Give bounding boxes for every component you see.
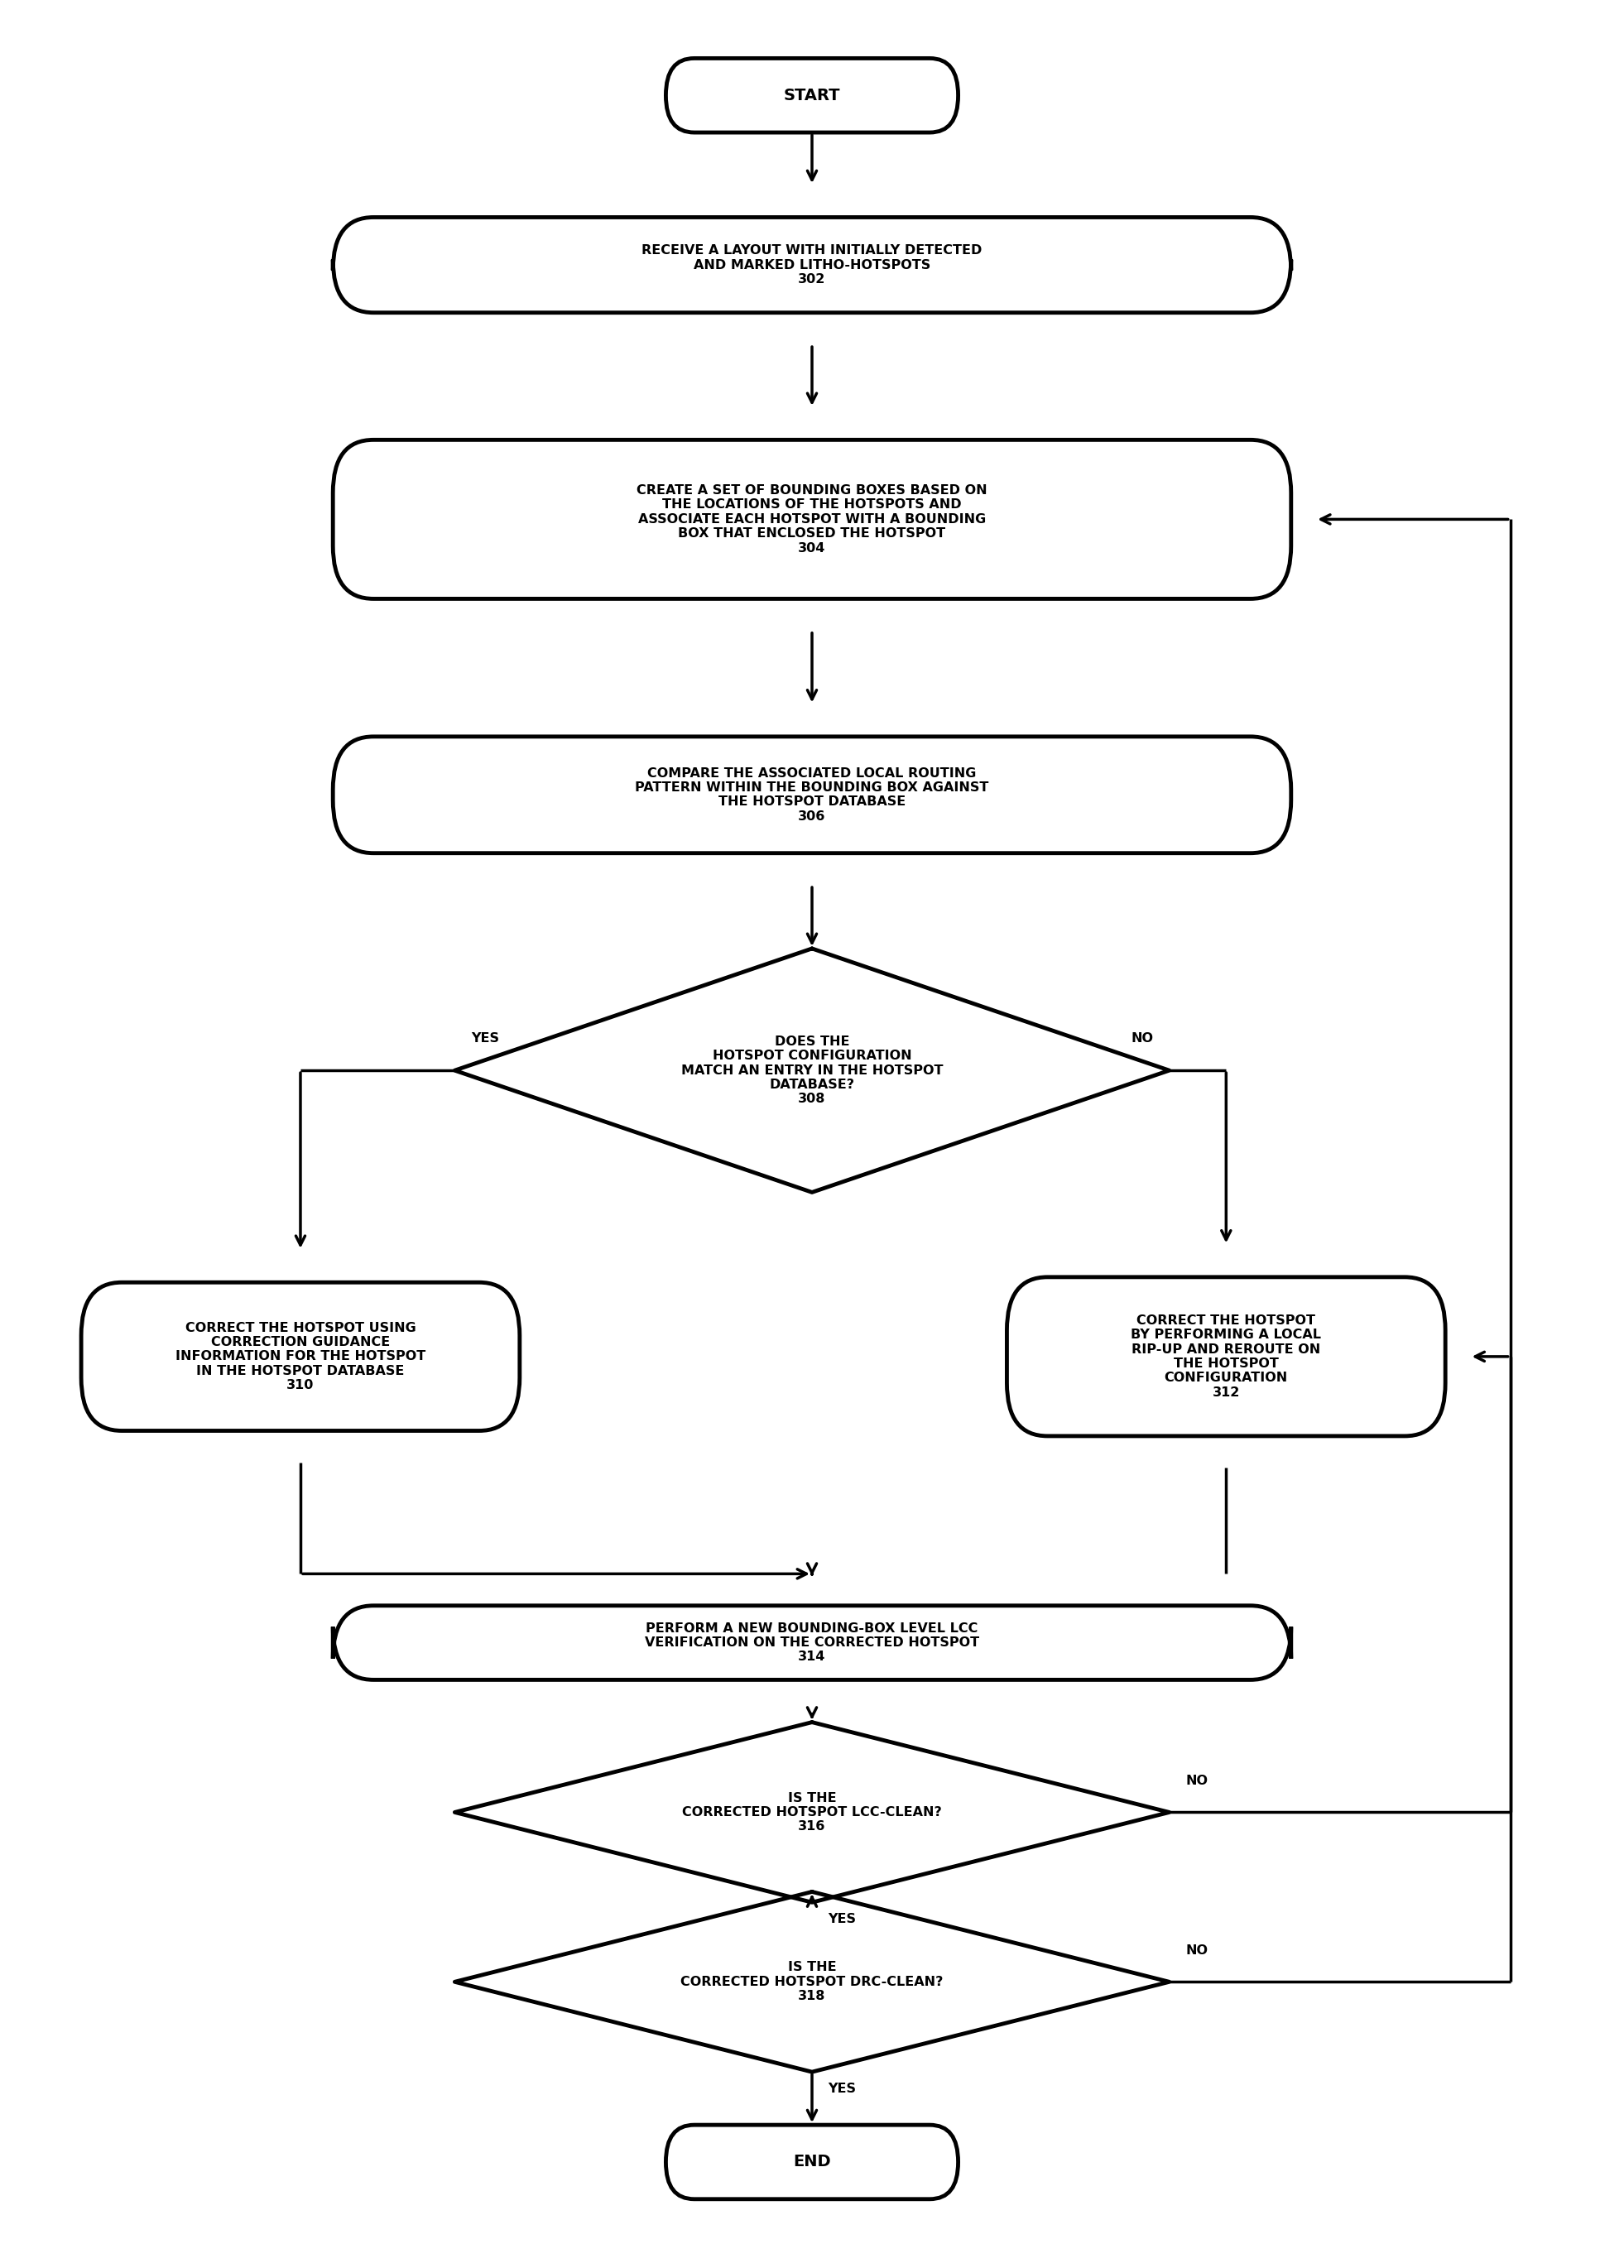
FancyBboxPatch shape <box>1007 1277 1445 1436</box>
FancyBboxPatch shape <box>333 218 1291 313</box>
Text: START: START <box>784 88 840 104</box>
Text: YES: YES <box>471 1032 499 1046</box>
Polygon shape <box>455 1892 1169 2073</box>
Polygon shape <box>455 948 1169 1193</box>
Polygon shape <box>455 1721 1169 1903</box>
Text: YES: YES <box>828 2082 856 2096</box>
FancyBboxPatch shape <box>333 737 1291 853</box>
FancyBboxPatch shape <box>666 2125 958 2200</box>
FancyBboxPatch shape <box>333 1606 1291 1681</box>
Text: NO: NO <box>1130 1032 1153 1046</box>
Text: PERFORM A NEW BOUNDING-BOX LEVEL LCC
VERIFICATION ON THE CORRECTED HOTSPOT
314: PERFORM A NEW BOUNDING-BOX LEVEL LCC VER… <box>645 1622 979 1662</box>
FancyBboxPatch shape <box>81 1281 520 1431</box>
Text: NO: NO <box>1186 1944 1208 1957</box>
Text: IS THE
CORRECTED HOTSPOT LCC-CLEAN?
316: IS THE CORRECTED HOTSPOT LCC-CLEAN? 316 <box>682 1792 942 1833</box>
Text: END: END <box>793 2155 831 2170</box>
Text: IS THE
CORRECTED HOTSPOT DRC-CLEAN?
318: IS THE CORRECTED HOTSPOT DRC-CLEAN? 318 <box>680 1962 944 2003</box>
Text: DOES THE
HOTSPOT CONFIGURATION
MATCH AN ENTRY IN THE HOTSPOT
DATABASE?
308: DOES THE HOTSPOT CONFIGURATION MATCH AN … <box>680 1036 944 1105</box>
Text: CORRECT THE HOTSPOT USING
CORRECTION GUIDANCE
INFORMATION FOR THE HOTSPOT
IN THE: CORRECT THE HOTSPOT USING CORRECTION GUI… <box>175 1322 425 1393</box>
Text: RECEIVE A LAYOUT WITH INITIALLY DETECTED
AND MARKED LITHO-HOTSPOTS
302: RECEIVE A LAYOUT WITH INITIALLY DETECTED… <box>641 245 983 286</box>
Text: COMPARE THE ASSOCIATED LOCAL ROUTING
PATTERN WITHIN THE BOUNDING BOX AGAINST
THE: COMPARE THE ASSOCIATED LOCAL ROUTING PAT… <box>635 767 989 823</box>
Text: NO: NO <box>1186 1774 1208 1787</box>
FancyBboxPatch shape <box>666 59 958 132</box>
FancyBboxPatch shape <box>333 440 1291 599</box>
Text: CORRECT THE HOTSPOT
BY PERFORMING A LOCAL
RIP-UP AND REROUTE ON
THE HOTSPOT
CONF: CORRECT THE HOTSPOT BY PERFORMING A LOCA… <box>1130 1315 1322 1399</box>
Text: CREATE A SET OF BOUNDING BOXES BASED ON
THE LOCATIONS OF THE HOTSPOTS AND
ASSOCI: CREATE A SET OF BOUNDING BOXES BASED ON … <box>637 485 987 553</box>
Text: YES: YES <box>828 1912 856 1926</box>
